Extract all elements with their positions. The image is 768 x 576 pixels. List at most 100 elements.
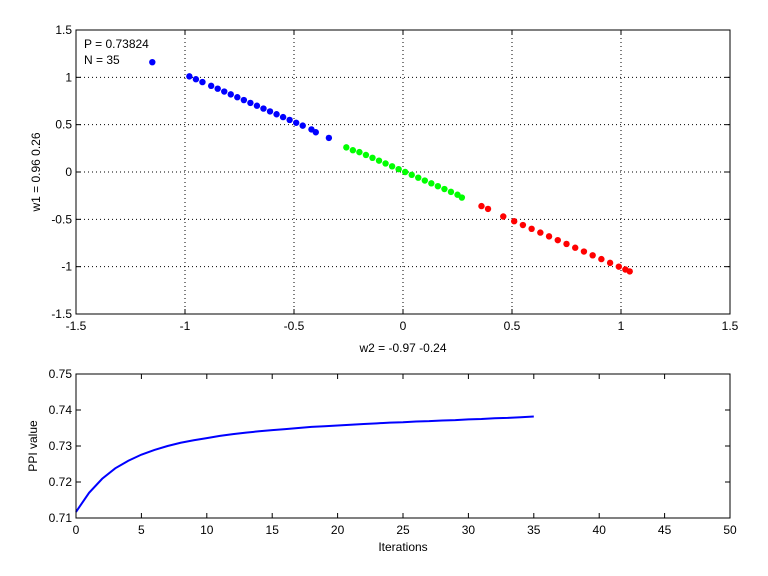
scatter-y-tick-label: -0.5 bbox=[51, 212, 72, 226]
scatter-x-tick-label: -1.5 bbox=[66, 319, 87, 333]
line-y-tick-label: 0.72 bbox=[49, 475, 73, 489]
scatter-point bbox=[598, 255, 605, 263]
line-x-tick-label: 35 bbox=[527, 523, 541, 537]
scatter-y-tick-label: 1 bbox=[65, 70, 72, 84]
scatter-point bbox=[615, 263, 623, 270]
line-x-tick-label: 30 bbox=[462, 523, 476, 537]
annotation-p-value: P = 0.73824 bbox=[84, 37, 149, 51]
scatter-point bbox=[279, 113, 287, 121]
scatter-point bbox=[356, 148, 363, 156]
line-y-axis-label: PPI value bbox=[26, 420, 40, 472]
scatter-x-axis-label: w2 = -0.97 -0.24 bbox=[358, 341, 446, 355]
scatter-point bbox=[563, 240, 570, 248]
scatter-points bbox=[149, 58, 633, 275]
scatter-x-tick-label: 1 bbox=[618, 319, 625, 333]
scatter-point bbox=[478, 202, 485, 210]
scatter-point bbox=[415, 174, 422, 181]
scatter-point bbox=[343, 144, 350, 151]
scatter-point bbox=[247, 99, 254, 107]
line-x-tick-label: 20 bbox=[331, 523, 345, 537]
scatter-point bbox=[221, 88, 228, 95]
scatter-point bbox=[349, 147, 357, 154]
scatter-point bbox=[572, 244, 579, 251]
scatter-point bbox=[458, 194, 466, 201]
line-x-tick-label: 50 bbox=[723, 523, 737, 537]
scatter-point bbox=[375, 157, 383, 164]
scatter-axes: -1.5 -1 -0.5 0 0.5 1 1.5 -1.5 -1 -0.5 0 0.5 1 1.5 P =… bbox=[29, 23, 739, 355]
scatter-point bbox=[500, 213, 507, 220]
line-x-tick-label: 45 bbox=[658, 523, 672, 537]
scatter-y-tick-label: 0.5 bbox=[55, 118, 72, 132]
line-x-axis-label: Iterations bbox=[378, 540, 427, 554]
line-plot-frame bbox=[75, 373, 731, 519]
scatter-point bbox=[214, 85, 221, 92]
scatter-point bbox=[545, 233, 553, 240]
scatter-point bbox=[421, 177, 428, 184]
scatter-point bbox=[447, 188, 455, 196]
scatter-point bbox=[484, 205, 492, 213]
scatter-point bbox=[273, 111, 280, 118]
scatter-y-tick-label: 0 bbox=[65, 165, 72, 179]
scatter-point bbox=[362, 151, 370, 159]
scatter-point bbox=[234, 94, 241, 101]
scatter-point bbox=[606, 259, 614, 267]
scatter-point bbox=[537, 229, 544, 236]
scatter-point bbox=[589, 252, 596, 259]
line-x-tick-label: 0 bbox=[73, 523, 80, 537]
scatter-x-tick-label: -1 bbox=[180, 319, 191, 333]
ppi-line bbox=[75, 415, 534, 513]
scatter-x-tick-label: 0.5 bbox=[504, 319, 521, 333]
scatter-point bbox=[626, 268, 633, 275]
scatter-x-tick-label: 1.5 bbox=[722, 319, 739, 333]
scatter-point bbox=[299, 122, 306, 129]
ppi-series-line bbox=[75, 415, 534, 513]
scatter-point bbox=[199, 78, 206, 86]
scatter-point bbox=[266, 108, 274, 115]
scatter-point bbox=[434, 183, 442, 190]
scatter-point bbox=[528, 225, 535, 232]
scatter-point bbox=[192, 76, 200, 83]
scatter-y-tick-label: 1.5 bbox=[55, 23, 72, 37]
line-y-tick-label: 0.71 bbox=[49, 511, 73, 525]
scatter-point bbox=[240, 96, 248, 104]
scatter-point bbox=[401, 168, 409, 176]
scatter-point bbox=[388, 163, 396, 170]
scatter-point bbox=[292, 119, 300, 126]
line-y-tick-label: 0.74 bbox=[49, 403, 73, 417]
scatter-point bbox=[207, 82, 215, 90]
scatter-point bbox=[382, 160, 389, 167]
scatter-point bbox=[227, 91, 234, 98]
scatter-point bbox=[260, 105, 267, 112]
line-axes: 0 5 10 15 20 25 30 35 40 45 50 0.71 0.72 0.73 0.74 0.75… bbox=[26, 367, 737, 554]
scatter-point bbox=[428, 180, 435, 187]
scatter-y-tick-label: -1 bbox=[61, 260, 72, 274]
line-x-tick-label: 15 bbox=[266, 523, 280, 537]
scatter-point bbox=[510, 218, 518, 225]
line-x-tick-label: 5 bbox=[138, 523, 145, 537]
line-x-tick-label: 25 bbox=[396, 523, 410, 537]
scatter-point bbox=[580, 248, 588, 255]
scatter-y-axis-label: w1 = 0.96 0.26 bbox=[29, 132, 43, 212]
scatter-point bbox=[554, 236, 561, 244]
scatter-point bbox=[441, 185, 448, 193]
scatter-point bbox=[369, 154, 376, 161]
line-ticks: 0 5 10 15 20 25 30 35 40 45 50 0.71 0.72 0.73 0.74 0.75 bbox=[49, 367, 737, 537]
line-x-tick-label: 10 bbox=[200, 523, 214, 537]
scatter-point bbox=[325, 134, 333, 142]
annotation-n-value: N = 35 bbox=[84, 53, 120, 67]
line-y-tick-label: 0.73 bbox=[49, 439, 73, 453]
scatter-y-tick-label: -1.5 bbox=[51, 307, 72, 321]
scatter-point bbox=[286, 116, 293, 124]
scatter-point bbox=[408, 171, 415, 179]
scatter-point bbox=[312, 129, 319, 136]
scatter-point bbox=[519, 221, 527, 229]
scatter-ticks: -1.5 -1 -0.5 0 0.5 1 1.5 -1.5 -1 -0.5 0 0.5 1 1.5 bbox=[51, 23, 738, 333]
scatter-point bbox=[253, 102, 261, 109]
scatter-point bbox=[395, 165, 402, 173]
scatter-x-tick-label: -0.5 bbox=[284, 319, 305, 333]
line-y-tick-label: 0.75 bbox=[49, 367, 73, 381]
scatter-x-tick-label: 0 bbox=[400, 319, 407, 333]
line-x-tick-label: 40 bbox=[593, 523, 607, 537]
scatter-point bbox=[149, 58, 156, 66]
